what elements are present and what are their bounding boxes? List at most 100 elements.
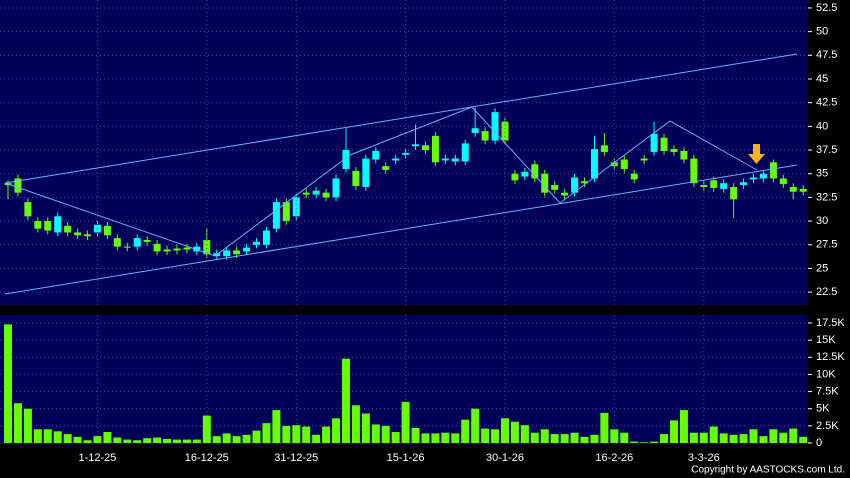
candle-body: [173, 248, 181, 251]
candle-body: [123, 246, 131, 248]
y-tick-label: 37.5: [816, 144, 837, 156]
price-panel: [0, 0, 808, 305]
candle-body: [541, 173, 549, 193]
volume-bar: [332, 418, 341, 443]
volume-bar: [4, 324, 12, 443]
volume-bar: [322, 426, 331, 443]
volume-bar: [510, 421, 519, 443]
candle-body: [730, 186, 738, 200]
candle-body: [799, 188, 807, 192]
channel-upper: [4, 53, 798, 184]
candle-body: [501, 121, 509, 141]
candle-body: [779, 178, 787, 185]
candle-body: [332, 178, 340, 198]
candle-body: [531, 164, 539, 179]
volume-bar: [640, 442, 649, 443]
volume-bar: [669, 420, 678, 443]
candle-body: [511, 173, 519, 181]
volume-bar: [23, 408, 32, 443]
x-tick-label: 3-3-26: [688, 452, 720, 464]
candle-body: [551, 185, 559, 190]
candle-body: [14, 178, 22, 193]
volume-bar: [540, 429, 549, 443]
candle-body: [243, 247, 251, 252]
candle-body: [193, 246, 201, 252]
x-tick-label: 31-12-25: [274, 452, 318, 464]
candle-body: [233, 250, 241, 255]
volume-bar: [421, 433, 430, 443]
volume-bar: [679, 410, 688, 443]
candle-body: [481, 131, 489, 141]
volume-bar: [202, 415, 211, 443]
volume-bar: [93, 436, 102, 443]
signal-arrow: [748, 144, 765, 164]
y-tick-label: 40: [816, 120, 828, 132]
candle-body: [680, 150, 688, 160]
candle-body: [720, 183, 728, 189]
volume-bar: [13, 403, 22, 443]
candle-body: [163, 249, 171, 252]
candle-body: [54, 216, 62, 233]
candle-body: [183, 247, 191, 250]
candle-body: [769, 162, 777, 179]
y-tick-label: 7.5K: [816, 385, 839, 397]
volume-bar: [739, 434, 748, 443]
volume-bar: [411, 427, 420, 443]
volume-bar: [461, 419, 470, 443]
volume-bar: [620, 432, 629, 443]
volume-bar: [182, 439, 191, 443]
candle-body: [302, 192, 310, 195]
volume-bar: [232, 436, 241, 443]
x-tick-label: 1-12-25: [78, 452, 116, 464]
volume-bar: [192, 439, 201, 443]
candle-body: [491, 112, 499, 141]
volume-bar: [222, 433, 231, 443]
y-tick-label: 32.5: [816, 191, 837, 203]
candle-body: [620, 159, 628, 169]
volume-bar: [212, 436, 221, 443]
volume-bar: [769, 429, 778, 443]
candle-body: [352, 170, 360, 187]
candle-body: [421, 145, 429, 151]
volume-bar: [530, 432, 539, 443]
candle-body: [223, 250, 231, 257]
candle-body: [581, 181, 589, 184]
volume-bar: [113, 437, 122, 443]
volume-bar: [481, 428, 490, 443]
volume-bar: [650, 441, 659, 443]
candle-body: [600, 145, 608, 152]
candle-body: [322, 192, 330, 198]
volume-bar: [391, 432, 400, 443]
volume-bar: [33, 429, 42, 443]
volume-bar: [302, 426, 311, 443]
volume-bar: [441, 432, 450, 443]
volume-bar: [282, 425, 291, 443]
candle-body: [24, 202, 32, 217]
volume-bar: [401, 401, 410, 443]
candle-body: [750, 177, 757, 180]
candle-body: [153, 243, 161, 252]
y-tick-label: 10K: [816, 368, 836, 380]
y-tick-label: 27.5: [816, 239, 837, 251]
volume-bar: [779, 432, 788, 443]
volume-bar: [351, 405, 360, 443]
volume-bar: [381, 425, 390, 443]
candle-body: [571, 177, 579, 193]
volume-bar: [719, 433, 728, 443]
volume-bar: [123, 439, 132, 443]
candle-body: [64, 225, 72, 233]
candle-body: [789, 186, 797, 192]
x-tick-label: 16-12-25: [185, 452, 229, 464]
volume-bar: [73, 436, 82, 443]
candle-body: [74, 232, 82, 236]
volume-bar: [252, 430, 261, 443]
candle-body: [253, 241, 260, 245]
candle-body: [700, 185, 708, 187]
candle-body: [740, 182, 748, 186]
y-tick-label: 5K: [816, 403, 830, 415]
volume-bar: [789, 428, 798, 443]
volume-bar: [799, 436, 808, 443]
x-tick-label: 15-1-26: [387, 452, 425, 464]
y-tick-label: 12.5K: [816, 351, 845, 363]
